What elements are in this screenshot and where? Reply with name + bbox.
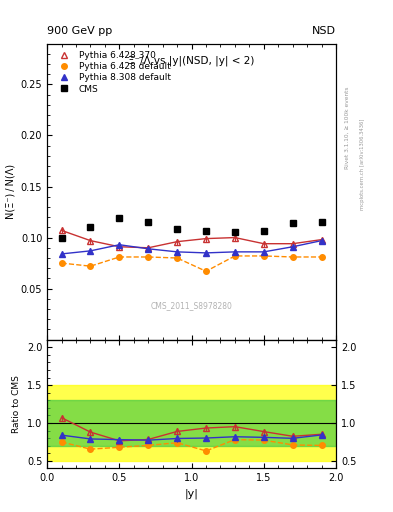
Pythia 8.308 default	[88, 248, 93, 254]
Pythia 6.428 default	[290, 254, 295, 260]
Line: Pythia 8.308 default: Pythia 8.308 default	[58, 237, 325, 258]
Pythia 6.428 370	[290, 241, 295, 247]
Pythia 6.428 default	[88, 263, 93, 269]
Pythia 6.428 370	[117, 244, 122, 250]
Pythia 6.428 370	[88, 238, 93, 244]
Bar	[47, 385, 336, 461]
Text: Ξ⁻/Λ vs |y|(NSD, |y| < 2): Ξ⁻/Λ vs |y|(NSD, |y| < 2)	[129, 55, 255, 66]
Text: Rivet 3.1.10, ≥ 100k events: Rivet 3.1.10, ≥ 100k events	[345, 87, 350, 169]
Legend: Pythia 6.428 370, Pythia 6.428 default, Pythia 8.308 default, CMS: Pythia 6.428 370, Pythia 6.428 default, …	[51, 48, 173, 96]
Text: NSD: NSD	[312, 26, 336, 36]
Y-axis label: N(Ξ⁻) / N(Λ): N(Ξ⁻) / N(Λ)	[5, 164, 15, 219]
Pythia 6.428 default	[146, 254, 151, 260]
Bar	[47, 400, 336, 446]
Pythia 6.428 370	[59, 227, 64, 233]
Pythia 8.308 default	[175, 249, 180, 255]
Pythia 6.428 370	[261, 241, 266, 247]
Pythia 6.428 default	[117, 254, 122, 260]
Pythia 8.308 default	[59, 251, 64, 257]
Pythia 6.428 370	[319, 237, 324, 243]
Pythia 6.428 default	[59, 260, 64, 266]
Pythia 6.428 default	[261, 253, 266, 259]
Pythia 6.428 default	[175, 255, 180, 261]
Pythia 8.308 default	[117, 242, 122, 248]
Pythia 6.428 default	[319, 254, 324, 260]
Line: Pythia 6.428 default: Pythia 6.428 default	[59, 253, 324, 274]
Pythia 6.428 370	[233, 234, 237, 241]
Pythia 8.308 default	[319, 238, 324, 244]
Pythia 6.428 370	[146, 245, 151, 251]
Line: Pythia 6.428 370: Pythia 6.428 370	[58, 227, 325, 251]
Pythia 6.428 default	[233, 253, 237, 259]
X-axis label: |y|: |y|	[185, 489, 198, 499]
Pythia 6.428 default	[204, 268, 208, 274]
Pythia 8.308 default	[146, 246, 151, 252]
Text: mcplots.cern.ch [arXiv:1306.3436]: mcplots.cern.ch [arXiv:1306.3436]	[360, 118, 365, 209]
Pythia 8.308 default	[204, 250, 208, 256]
Text: CMS_2011_S8978280: CMS_2011_S8978280	[151, 301, 233, 310]
Text: 900 GeV pp: 900 GeV pp	[47, 26, 112, 36]
Pythia 8.308 default	[290, 244, 295, 250]
Pythia 6.428 370	[204, 236, 208, 242]
Pythia 8.308 default	[233, 249, 237, 255]
Pythia 8.308 default	[261, 249, 266, 255]
Y-axis label: Ratio to CMS: Ratio to CMS	[12, 375, 21, 433]
Pythia 6.428 370	[175, 239, 180, 245]
